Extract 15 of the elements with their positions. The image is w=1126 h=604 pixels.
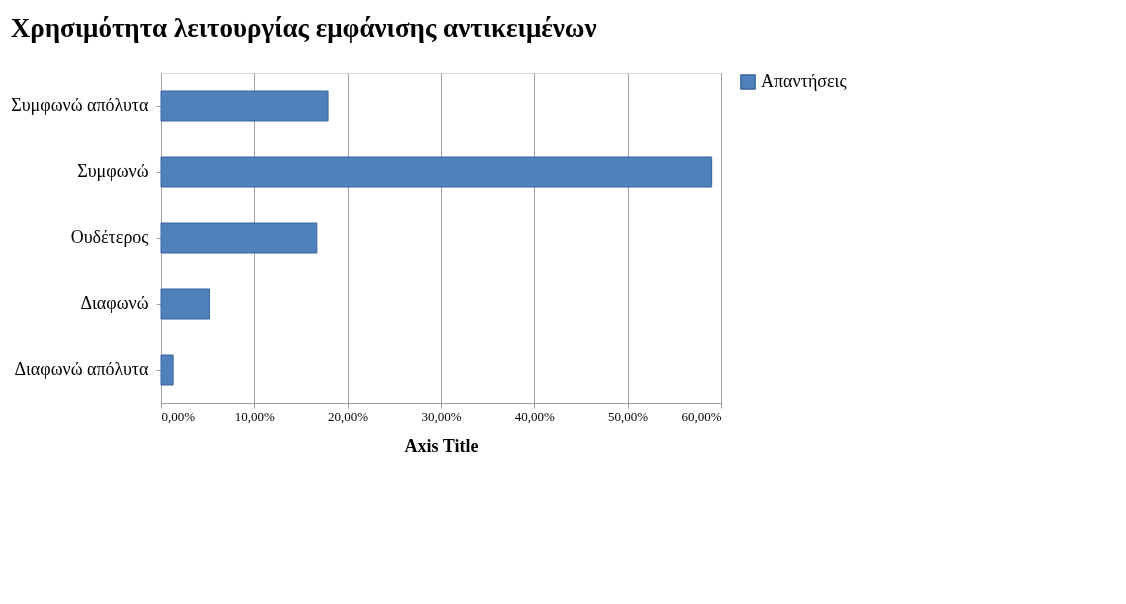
x-tick-label: 60,00% xyxy=(681,408,722,424)
x-tick-label: 50,00% xyxy=(608,408,649,424)
legend-label: Απαντήσεις xyxy=(761,71,847,91)
x-tick-label: 20,00% xyxy=(328,408,369,424)
y-tick-label: Συμφωνώ απόλυτα xyxy=(11,95,150,115)
x-tick-label: 0,00% xyxy=(161,408,196,424)
x-tick-label: 10,00% xyxy=(234,408,276,424)
y-tick-label: Διαφωνώ απόλυτα xyxy=(14,359,150,379)
x-axis-title: Axis Title xyxy=(404,435,479,456)
chart-title: Χρησιμότητα λειτουργίας εμφάνισης αντικειμένων xyxy=(10,13,597,43)
x-tick-label: 40,00% xyxy=(514,408,556,424)
y-tick-label: Διαφωνώ xyxy=(80,293,149,313)
y-tick-label: Ουδέτερος xyxy=(70,227,149,247)
x-tick-label: 30,00% xyxy=(421,408,462,424)
y-tick-label: Συμφωνώ xyxy=(77,161,149,181)
